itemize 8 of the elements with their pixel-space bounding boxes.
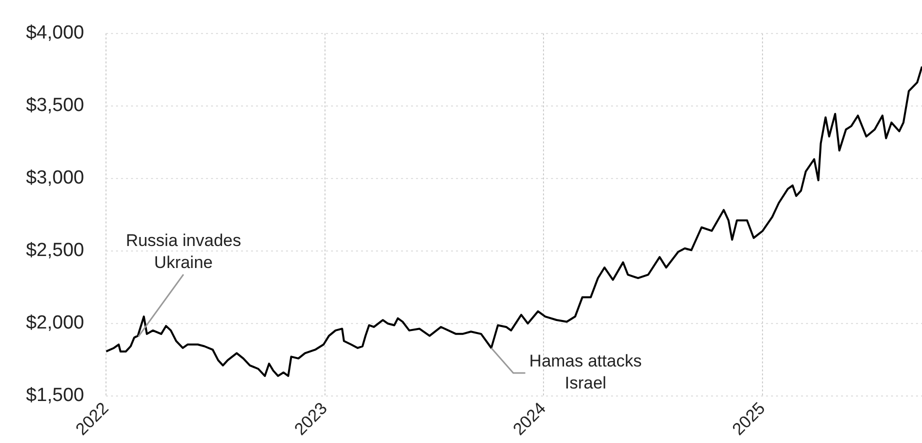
annotation: Russia invades Ukraine [126, 231, 242, 272]
y-tick-label: $3,000 [26, 168, 84, 189]
y-tick-label: $2,500 [26, 240, 84, 262]
y-tick-label: $1,500 [26, 385, 84, 406]
y-tick-label: $4,000 [26, 22, 84, 44]
y-tick-label: $2,000 [26, 312, 84, 334]
y-tick-label: $3,500 [26, 95, 84, 116]
annotation: Hamas attacks Israel [529, 352, 642, 393]
